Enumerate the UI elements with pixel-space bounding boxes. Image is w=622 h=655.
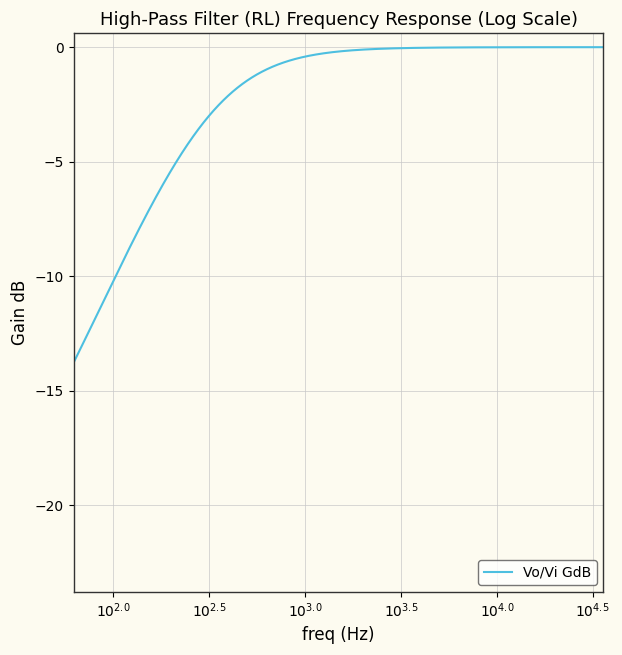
Vo/Vi GdB	[166, 168, 174, 176]
Legend: Vo/Vi GdB: Vo/Vi GdB	[478, 560, 596, 585]
Vo/Vi GdB	[600, 43, 607, 51]
Y-axis label: Gain dB: Gain dB	[11, 280, 29, 345]
X-axis label: freq (Hz): freq (Hz)	[302, 626, 375, 644]
Vo/Vi GdB	[388, 45, 395, 52]
Vo/Vi GdB	[465, 43, 473, 51]
Title: High-Pass Filter (RL) Frequency Response (Log Scale): High-Pass Filter (RL) Frequency Response…	[100, 11, 578, 29]
Vo/Vi GdB	[414, 44, 422, 52]
Vo/Vi GdB	[506, 43, 513, 51]
Vo/Vi GdB	[70, 359, 77, 367]
Vo/Vi GdB	[272, 62, 280, 69]
Line: Vo/Vi GdB: Vo/Vi GdB	[73, 47, 603, 363]
